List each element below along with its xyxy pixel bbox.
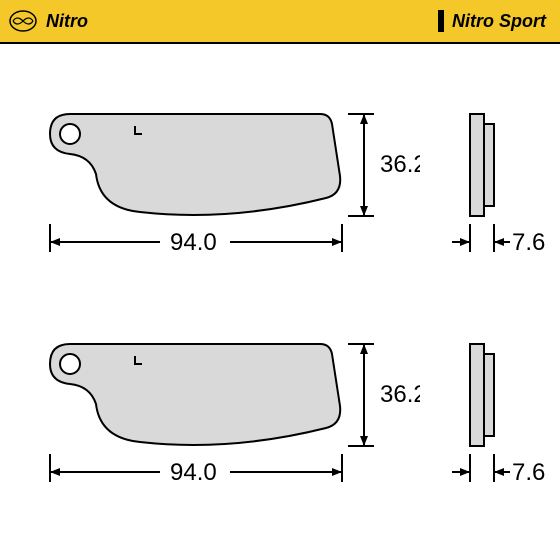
side-profile-svg: 7.6 [452,334,560,544]
diagram-area: 36.2 94.0 [0,44,560,560]
divider-bar-icon [438,10,444,32]
height-dimension: 36.2 [348,344,420,446]
header-title-left: Nitro [46,11,88,32]
backing-plate [470,114,484,216]
width-dimension: 94.0 [50,454,342,486]
header-bar: Nitro Nitro Sport [0,0,560,44]
brake-pad-top-svg: 36.2 94.0 [30,104,420,314]
side-profile-svg: 7.6 [452,104,560,314]
pad-outline [50,344,340,445]
header-right-text: Nitro Sport [452,11,546,32]
header-left: Nitro [8,9,88,33]
width-dimension: 94.0 [50,224,342,256]
brake-pad-bottom-svg: 36.2 94.0 [30,334,420,544]
mounting-hole [60,124,80,144]
width-label: 94.0 [170,459,217,486]
height-label: 36.2 [380,151,420,178]
height-label: 36.2 [380,381,420,408]
pad-outline [50,114,340,215]
backing-plate [470,344,484,446]
height-dimension: 36.2 [348,114,420,216]
mounting-hole [60,354,80,374]
width-label: 94.0 [170,229,217,256]
header-title-right: Nitro Sport [438,10,546,32]
friction-pad [484,124,494,206]
friction-pad [484,354,494,436]
thickness-dimension: 7.6 [452,454,545,486]
thickness-dimension: 7.6 [452,224,545,256]
thickness-label: 7.6 [512,459,545,486]
thickness-label: 7.6 [512,229,545,256]
brand-logo-icon [8,9,38,33]
